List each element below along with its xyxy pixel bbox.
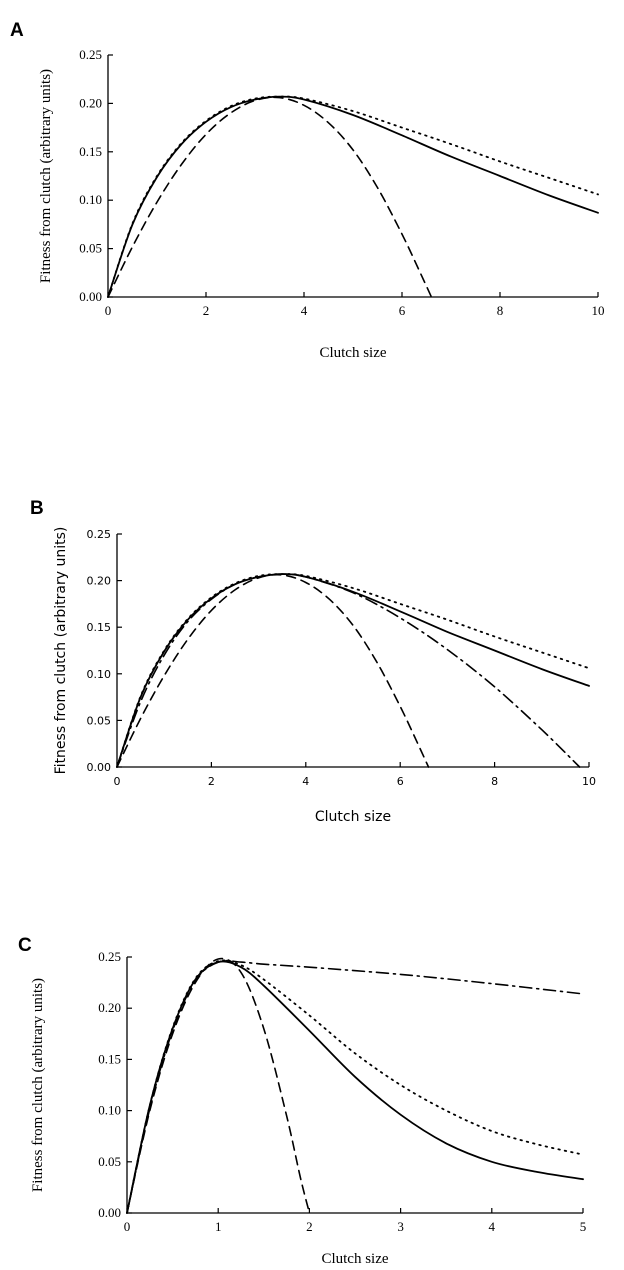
chart-panel-b: B 0 2 4 6 8 10 0.00 0.05 0.10 0.15 0.20 0.25 Clutch s… xyxy=(30,498,596,825)
y-tick-label: 0.25 xyxy=(79,47,102,62)
series-line-dashdot xyxy=(116,573,581,768)
series-line-dotted xyxy=(126,959,584,1214)
x-tick-label: 5 xyxy=(580,1219,587,1234)
y-tick-label: 0.00 xyxy=(98,1205,121,1220)
y-tick-label: 0.25 xyxy=(98,949,121,964)
x-tick-label: 10 xyxy=(592,303,605,318)
y-tick-label: 0.25 xyxy=(87,528,112,541)
x-tick-label: 8 xyxy=(491,775,498,788)
y-tick-label: 0.05 xyxy=(79,241,102,256)
y-tick-label: 0.20 xyxy=(87,575,112,588)
x-tick-label: 6 xyxy=(397,775,404,788)
x-tick-label: 4 xyxy=(489,1219,496,1234)
y-tick-label: 0.00 xyxy=(79,289,102,304)
y-tick-label: 0.20 xyxy=(98,1000,121,1015)
chart-panel-c: C 0 1 2 3 4 5 0.00 0.05 0.10 0.15 0.20 0.25 Clutch si… xyxy=(18,935,586,1267)
x-tick-label: 8 xyxy=(497,303,504,318)
y-tick-label: 0.05 xyxy=(87,714,112,727)
y-tick-label: 0.20 xyxy=(79,95,102,110)
x-tick-label: 2 xyxy=(208,775,215,788)
y-tick-label: 0.10 xyxy=(79,192,102,207)
series-line-dashed xyxy=(107,96,433,298)
series-line-dashdot xyxy=(126,959,584,1214)
x-tick-label: 1 xyxy=(215,1219,222,1234)
panel-letter: C xyxy=(18,935,32,956)
x-tick-label: 2 xyxy=(306,1219,313,1234)
x-tick-label: 0 xyxy=(105,303,112,318)
x-tick-label: 2 xyxy=(203,303,210,318)
chart-panel-a: A 0 2 4 6 8 10 0.00 0.05 0.10 0.15 0.20 0.25 Clutch s… xyxy=(10,20,605,361)
panel-letter: B xyxy=(30,498,44,519)
y-axis-label: Fitness from clutch (arbitrary units) xyxy=(30,978,46,1192)
y-tick-label: 0.00 xyxy=(87,761,112,774)
x-axis-label: Clutch size xyxy=(321,1251,388,1267)
series-line-dotted xyxy=(107,95,599,298)
y-tick-label: 0.15 xyxy=(87,621,112,634)
x-axis-label: Clutch size xyxy=(315,809,391,825)
y-tick-label: 0.05 xyxy=(98,1154,121,1169)
x-tick-label: 0 xyxy=(114,775,121,788)
y-tick-label: 0.10 xyxy=(98,1103,121,1118)
series-line-solid xyxy=(126,960,584,1214)
y-axis-label: Fitness from clutch (arbitrary units) xyxy=(38,69,54,283)
y-tick-label: 0.15 xyxy=(79,144,102,159)
x-tick-label: 6 xyxy=(399,303,406,318)
x-axis-label: Clutch size xyxy=(319,345,386,361)
y-tick-label: 0.15 xyxy=(98,1051,121,1066)
x-tick-label: 10 xyxy=(582,775,596,788)
x-tick-label: 4 xyxy=(301,303,308,318)
y-tick-label: 0.10 xyxy=(87,668,112,681)
x-tick-label: 3 xyxy=(397,1219,404,1234)
panel-letter: A xyxy=(10,20,24,41)
series-line-solid xyxy=(116,573,590,768)
x-tick-label: 0 xyxy=(124,1219,131,1234)
series-line-dotted xyxy=(116,573,590,768)
x-tick-label: 4 xyxy=(302,775,309,788)
series-line-solid xyxy=(107,95,599,298)
y-axis-label: Fitness from clutch (arbitrary units) xyxy=(53,527,69,775)
